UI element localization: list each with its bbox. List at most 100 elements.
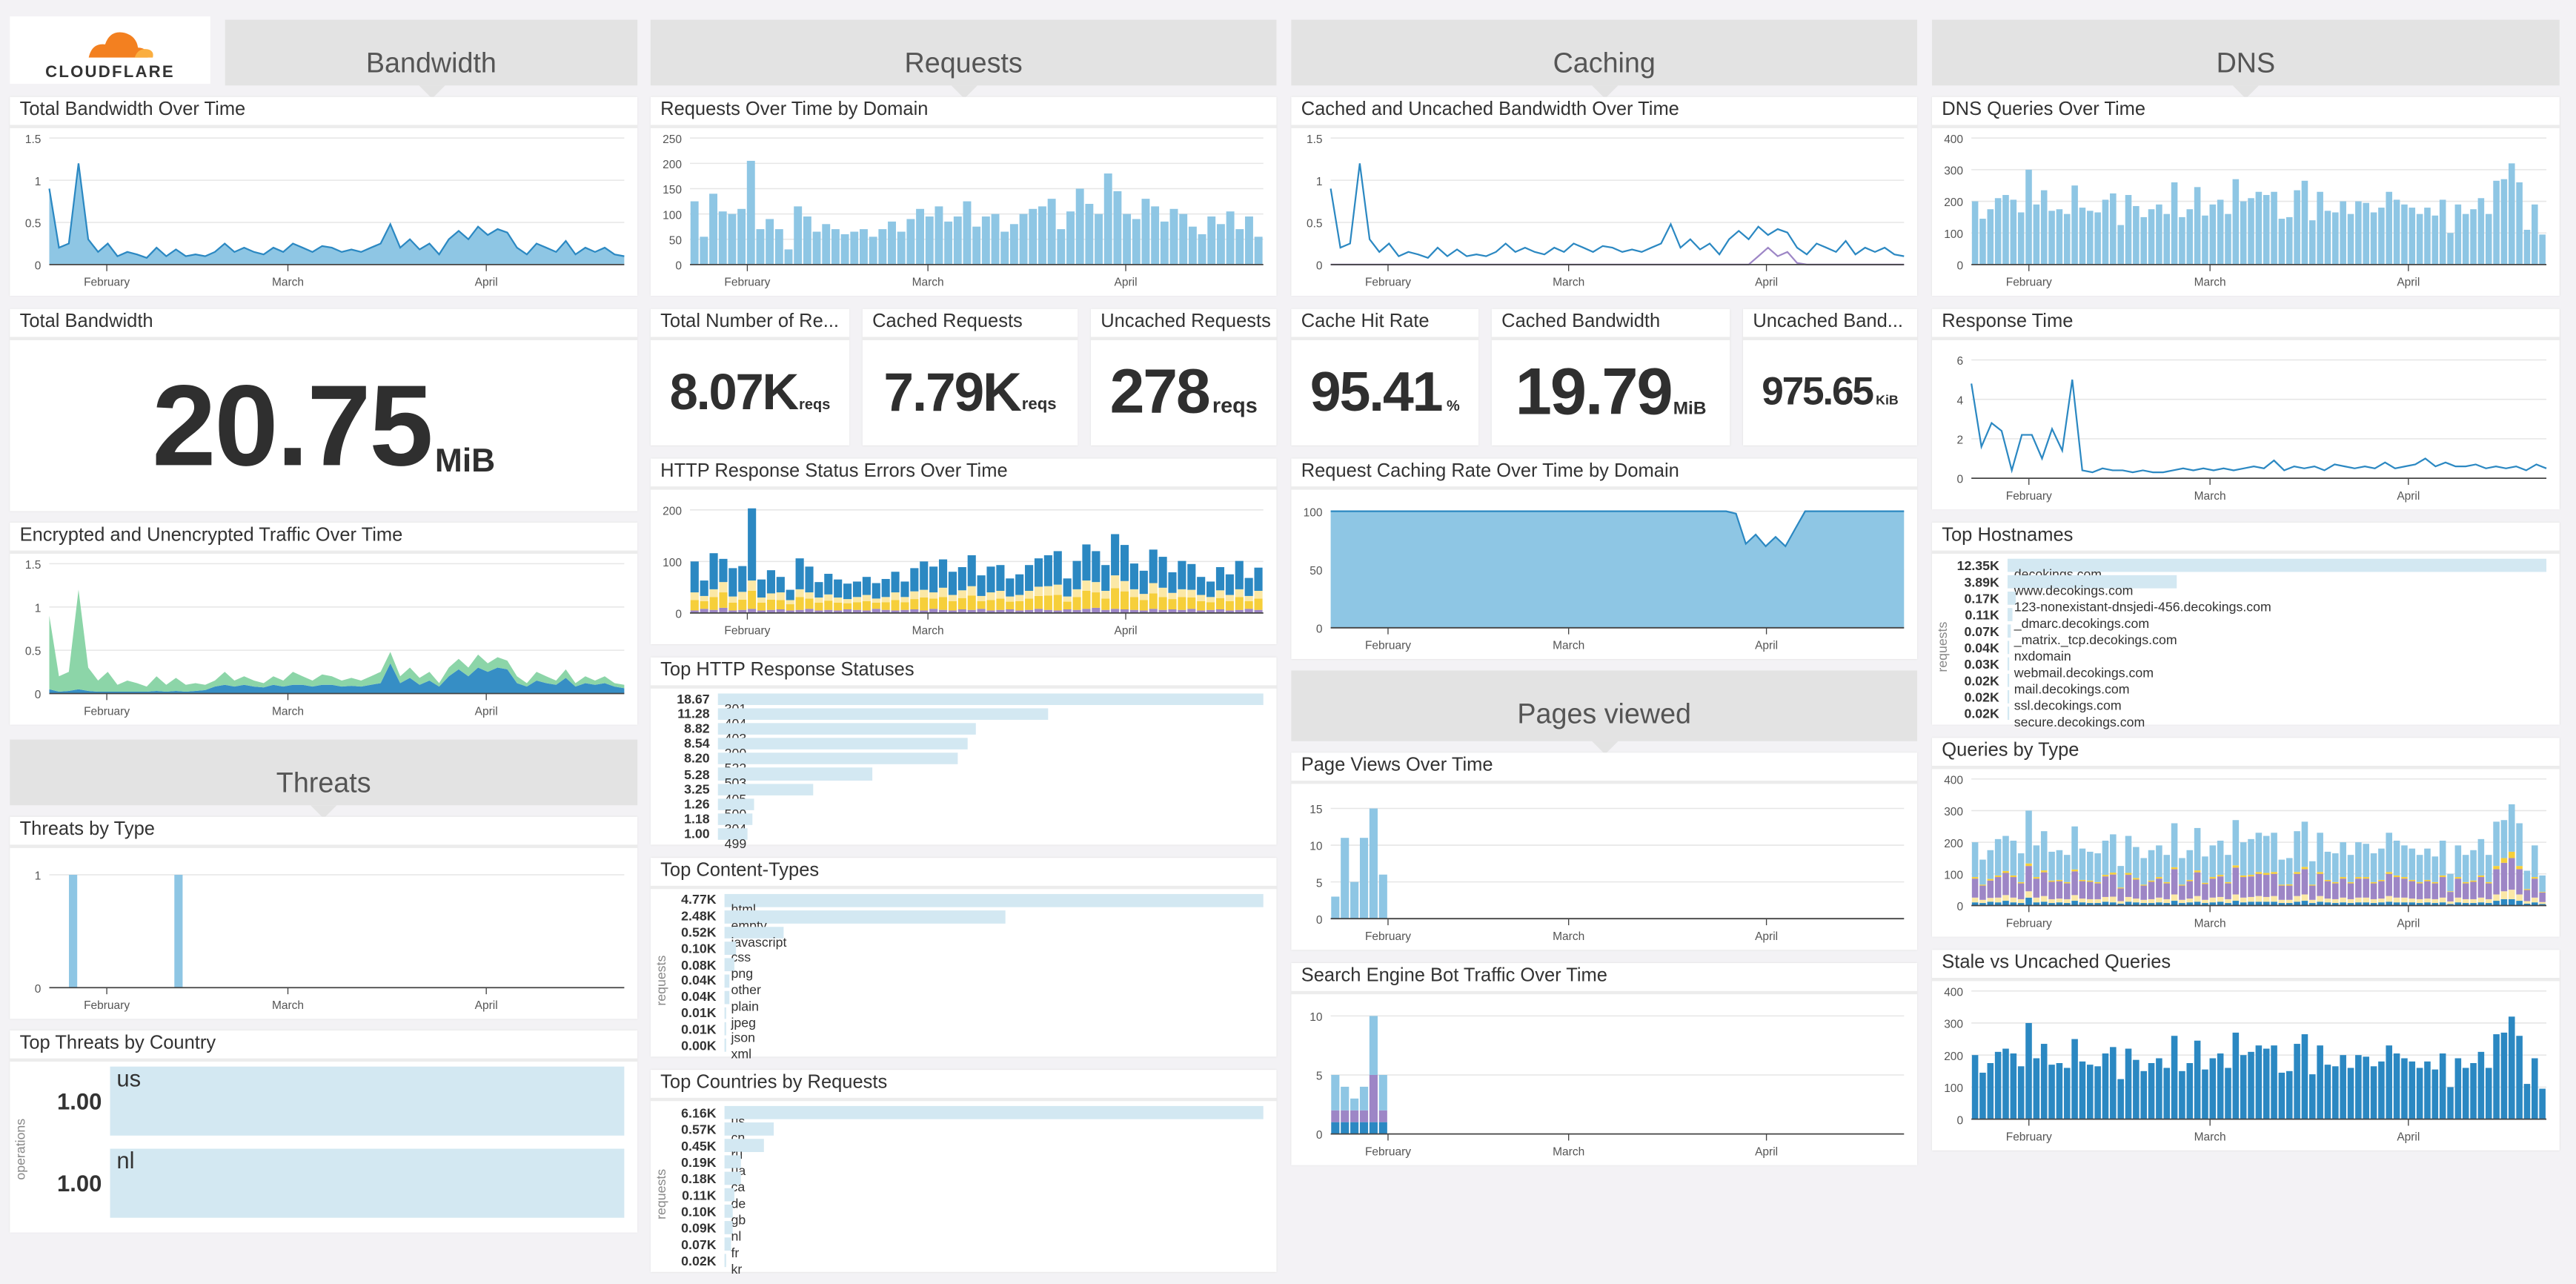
panel-response-time[interactable]: Response Time 0 2 4 6 February March April <box>1931 308 2560 510</box>
list-row[interactable]: 0.45K ru <box>651 1137 1264 1162</box>
x-tick-label: April <box>475 999 498 1012</box>
bar-fill <box>2007 673 2010 687</box>
list-row[interactable]: 0.07K _matrix._tcp.decokings.com <box>1932 623 2546 647</box>
list-row[interactable]: 0.19K ua <box>651 1154 1264 1178</box>
bar <box>2477 838 2485 876</box>
list-row[interactable]: 0.07K fr <box>651 1236 1264 1260</box>
bar <box>2017 883 2025 899</box>
list-row[interactable]: 0.11K de <box>651 1187 1264 1211</box>
panel-cached-bandwidth[interactable]: Cached Bandwidth 19.79 MiB <box>1491 308 1730 446</box>
panel-cached-uncached-bandwidth[interactable]: Cached and Uncached Bandwidth Over Time 0… <box>1291 96 1918 297</box>
bar <box>757 602 766 611</box>
panel-total-bandwidth-over-time[interactable]: Total Bandwidth Over Time 0 0.5 1 1.5 Februar… <box>10 96 638 297</box>
list-row[interactable]: 0.57K cn <box>651 1121 1264 1145</box>
panel-cached-requests[interactable]: Cached Requests 7.79K reqs <box>862 308 1078 446</box>
bar <box>748 508 757 581</box>
panel-requests-over-time[interactable]: Requests Over Time by Domain 0 50 100 150 200… <box>650 96 1277 297</box>
panel-bot-traffic[interactable]: Search Engine Bot Traffic Over Time 0 5 10 F… <box>1291 963 1918 1165</box>
list-row[interactable]: 1.00 nl <box>10 1147 625 1220</box>
list-row[interactable]: 0.04K nxdomain <box>1932 639 2546 663</box>
bar <box>2454 902 2462 906</box>
bar <box>2240 201 2247 265</box>
bar <box>2523 1084 2531 1119</box>
list-row[interactable]: 8.82 403 <box>651 722 1264 747</box>
panel-queries-by-type[interactable]: Queries by Type 0 100 200 300 400 February Marc… <box>1931 738 2560 937</box>
list-row[interactable]: 0.17K 123-nonexistant-dnsjedi-456.decokin… <box>1932 590 2546 615</box>
bar <box>2500 1032 2508 1119</box>
list-row[interactable]: 0.09K nl <box>651 1220 1264 1244</box>
bar <box>981 216 990 265</box>
panel-total-requests[interactable]: Total Number of Re... 8.07K reqs <box>650 308 850 446</box>
list-row[interactable]: 12.35K decokings.com <box>1932 557 2547 582</box>
list-row[interactable]: 0.01K json <box>651 1021 1264 1045</box>
list-row[interactable]: 0.01K jpeg <box>651 1005 1264 1030</box>
bar <box>1197 577 1206 595</box>
bar-fill <box>724 1155 742 1169</box>
panel-top-countries[interactable]: Top Countries by Requests requests 6.16K us… <box>650 1070 1277 1277</box>
row-label: other <box>731 982 761 998</box>
list-row[interactable]: 0.04K plain <box>651 989 1264 1013</box>
list-row[interactable]: 18.67 301 <box>651 692 1264 717</box>
panel-stale-vs-uncached[interactable]: Stale vs Uncached Queries 0 100 200 300 400 Fe… <box>1931 950 2560 1151</box>
bar <box>2477 902 2485 906</box>
panel-cache-hit-rate[interactable]: Cache Hit Rate 95.41% <box>1291 308 1479 446</box>
list-row[interactable]: 3.89K www.decokings.com <box>1932 574 2546 598</box>
bar <box>1053 610 1062 613</box>
row-value: 1.00 <box>57 1088 102 1114</box>
panel-top-threats-country[interactable]: Top Threats by Country operations 1.00 us 1.… <box>10 1030 638 1233</box>
list-row[interactable]: 0.02K secure.decokings.com <box>1932 705 2546 729</box>
panel-request-caching-rate[interactable]: Request Caching Rate Over Time by Domain… <box>1291 458 1918 659</box>
list-row[interactable]: 0.52K javascript <box>651 924 1264 949</box>
panel-title: Total Bandwidth Over Time <box>10 97 638 128</box>
panel-top-statuses[interactable]: Top HTTP Response Statuses 18.67 301 11.28 4… <box>650 657 1277 851</box>
list-row[interactable]: 0.02K kr <box>651 1252 1264 1277</box>
list-row[interactable]: 0.08K png <box>651 957 1264 981</box>
list-row[interactable]: 0.02K mail.decokings.com <box>1932 672 2546 697</box>
list-row[interactable]: 0.00K xml <box>651 1037 1264 1062</box>
panel-encrypted-traffic[interactable]: Encrypted and Unencrypted Traffic Over T… <box>10 522 638 725</box>
list-row[interactable]: 5.28 503 <box>651 767 1264 791</box>
bar <box>1034 558 1043 587</box>
y-tick-label: 0 <box>1956 901 1963 913</box>
list-row[interactable]: 3.25 405 <box>651 781 1264 806</box>
bar <box>881 597 890 603</box>
panel-dns-queries[interactable]: DNS Queries Over Time 0 100 200 300 400 Februa… <box>1931 96 2560 297</box>
list-row[interactable]: 8.20 522 <box>651 752 1264 776</box>
panel-uncached-requests[interactable]: Uncached Requests 278 reqs <box>1090 308 1277 446</box>
panel-threats-by-type[interactable]: Threats by Type 0 1 February March April <box>10 816 638 1019</box>
panel-total-bandwidth[interactable]: Total Bandwidth 20.75 MiB <box>10 308 638 512</box>
x-tick-label: April <box>1115 277 1138 289</box>
bar <box>2363 844 2369 878</box>
list-row[interactable]: 1.00 499 <box>651 827 1264 851</box>
row-bar: nl <box>724 1220 1264 1244</box>
list-row[interactable]: 6.16K us <box>651 1105 1264 1129</box>
list-row[interactable]: 1.26 500 <box>651 796 1264 821</box>
bar <box>2309 1074 2316 1119</box>
list-row[interactable]: 1.18 304 <box>651 812 1264 836</box>
list-row[interactable]: 2.48K empty <box>651 908 1264 933</box>
panel-top-hostnames[interactable]: Top Hostnames requests 12.35K decokings.com… <box>1931 522 2560 729</box>
list-row[interactable]: 0.02K ssl.decokings.com <box>1932 689 2546 713</box>
bar <box>814 610 823 613</box>
list-row[interactable]: 8.54 200 <box>651 737 1264 761</box>
panel-top-content-types[interactable]: Top Content-Typesrequests4.77Khtml2.48Ke… <box>650 858 1277 1062</box>
list-row[interactable]: 0.04K other <box>651 973 1264 997</box>
row-value: 8.20 <box>684 752 710 767</box>
bar-fill <box>724 1204 734 1218</box>
bar <box>795 589 804 598</box>
list-row[interactable]: 0.03K webmail.decokings.com <box>1932 656 2546 681</box>
bar <box>1072 609 1081 613</box>
list-row[interactable]: 0.10K gb <box>651 1203 1264 1228</box>
list-row[interactable]: 0.11K _dmarc.decokings.com <box>1932 606 2546 631</box>
panel-page-views[interactable]: Page Views Over Time 0 5 10 15 February March A… <box>1291 752 1918 950</box>
bar <box>1215 609 1225 613</box>
y-tick-label: 0 <box>1956 260 1963 273</box>
list-row[interactable]: 11.28 404 <box>651 706 1264 732</box>
list-row[interactable]: 0.18K ca <box>651 1170 1264 1194</box>
panel-uncached-bandwidth[interactable]: Uncached Band... 975.65 KiB <box>1743 308 1918 446</box>
bar <box>2240 842 2247 876</box>
list-row[interactable]: 0.10K css <box>651 941 1264 965</box>
list-row[interactable]: 1.00 us <box>10 1065 625 1137</box>
list-row[interactable]: 4.77K html <box>651 893 1264 917</box>
panel-http-errors[interactable]: HTTP Response Status Errors Over Time 0 10… <box>650 458 1277 644</box>
